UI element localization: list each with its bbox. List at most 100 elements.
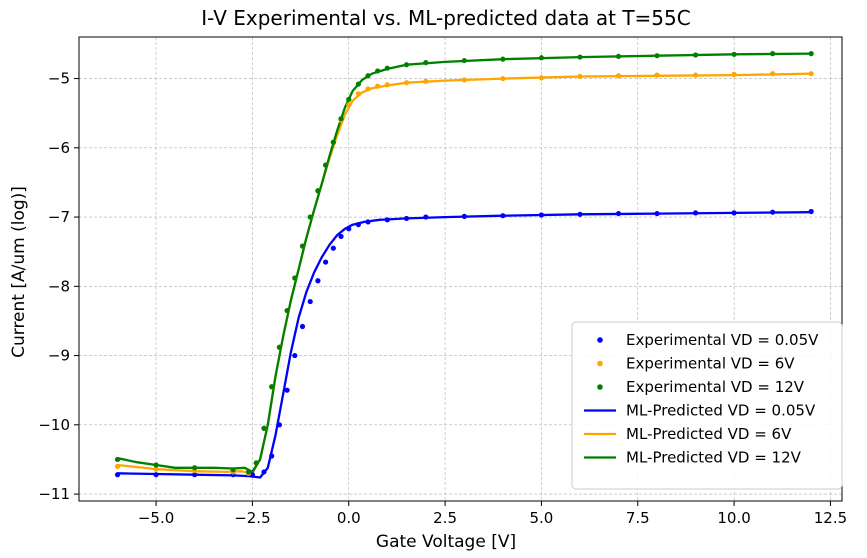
x-tick-label: −2.5 xyxy=(234,509,270,527)
legend-box xyxy=(571,321,843,490)
legend-label: Experimental VD = 6V xyxy=(626,355,795,373)
data-point xyxy=(770,209,776,215)
plot-frame xyxy=(78,36,843,502)
chart-title: I-V Experimental vs. ML-predicted data a… xyxy=(201,6,690,30)
y-tick-label: −7 xyxy=(48,208,70,226)
experimental-points xyxy=(114,51,814,478)
data-point xyxy=(365,73,371,79)
data-point xyxy=(384,217,390,223)
data-point xyxy=(577,54,583,60)
y-tick-label: −5 xyxy=(48,70,70,88)
data-point xyxy=(538,212,545,218)
legend-marker xyxy=(597,384,603,390)
data-point xyxy=(114,463,121,469)
data-point xyxy=(731,71,737,77)
data-point xyxy=(692,52,699,58)
data-point xyxy=(299,323,306,330)
data-point xyxy=(654,210,660,217)
data-point xyxy=(245,469,252,475)
data-point xyxy=(323,259,329,265)
data-point xyxy=(538,75,545,81)
data-point xyxy=(692,72,699,78)
data-point xyxy=(384,82,390,88)
data-point xyxy=(375,68,381,74)
data-point xyxy=(403,215,410,222)
data-point xyxy=(500,75,506,82)
data-point xyxy=(346,102,352,108)
data-point xyxy=(284,387,290,393)
y-axis-ticks: −11 −10 −9 −8 −7 −6 −5 xyxy=(38,70,79,503)
data-point xyxy=(338,116,344,122)
data-point xyxy=(292,275,298,281)
data-point xyxy=(577,211,583,217)
data-point xyxy=(269,453,275,459)
data-point xyxy=(615,73,622,79)
x-tick-label: 0.0 xyxy=(337,509,361,527)
x-tick-label: 10.0 xyxy=(717,509,750,527)
y-tick-label: −6 xyxy=(48,139,70,157)
y-tick-label: −11 xyxy=(38,485,70,503)
data-point xyxy=(461,57,467,64)
x-tick-label: 5.0 xyxy=(529,509,553,527)
data-point xyxy=(153,472,159,478)
predicted-line-2 xyxy=(117,52,812,474)
y-tick-label: −9 xyxy=(48,347,70,365)
data-point xyxy=(365,219,371,225)
data-point xyxy=(403,80,410,86)
data-point xyxy=(323,162,329,168)
data-point xyxy=(346,96,352,102)
x-tick-label: −5.0 xyxy=(138,509,174,527)
data-point xyxy=(615,210,622,217)
data-point xyxy=(276,422,282,428)
data-point xyxy=(292,352,298,359)
data-point xyxy=(315,188,321,194)
experimental-series-2 xyxy=(114,51,814,475)
data-point xyxy=(375,83,381,89)
x-axis-ticks: −5.0 −2.5 0.0 2.5 5.0 7.5 10.0 12.5 xyxy=(138,501,847,527)
data-point xyxy=(355,81,361,87)
legend-marker xyxy=(597,360,603,367)
data-point xyxy=(808,71,814,77)
data-point xyxy=(330,245,336,251)
data-point xyxy=(355,222,361,228)
data-point xyxy=(230,467,236,473)
data-point xyxy=(403,62,410,68)
data-point xyxy=(365,86,371,92)
data-point xyxy=(330,139,336,145)
x-tick-label: 2.5 xyxy=(433,509,457,527)
y-tick-label: −10 xyxy=(38,416,70,434)
y-tick-label: −8 xyxy=(48,277,70,295)
data-point xyxy=(192,472,198,478)
x-axis-label: Gate Voltage [V] xyxy=(376,532,516,552)
data-point xyxy=(731,51,737,57)
legend-label: Experimental VD = 12V xyxy=(626,378,805,396)
data-point xyxy=(261,425,267,431)
x-tick-label: 7.5 xyxy=(626,509,650,527)
legend-label: ML-Predicted VD = 6V xyxy=(626,425,792,443)
data-point xyxy=(808,208,814,215)
data-point xyxy=(770,71,776,77)
data-point xyxy=(731,210,737,216)
data-point xyxy=(276,344,282,350)
data-point xyxy=(299,243,306,249)
data-point xyxy=(355,91,361,97)
data-point xyxy=(346,226,352,232)
data-point xyxy=(261,469,267,475)
data-point xyxy=(153,462,159,468)
data-point xyxy=(423,78,429,84)
data-point xyxy=(284,307,290,314)
data-point xyxy=(338,233,344,240)
data-point xyxy=(192,465,198,471)
data-point xyxy=(114,456,121,463)
data-point xyxy=(808,51,814,57)
data-point xyxy=(577,73,583,80)
legend: Experimental VD = 0.05V Experimental VD =… xyxy=(571,321,843,490)
legend-label: Experimental VD = 0.05V xyxy=(626,331,819,349)
data-point xyxy=(654,72,660,78)
data-point xyxy=(269,384,275,390)
data-point xyxy=(114,472,121,478)
legend-label: ML-Predicted VD = 12V xyxy=(626,449,802,467)
data-point xyxy=(461,77,467,83)
data-point xyxy=(307,214,313,220)
